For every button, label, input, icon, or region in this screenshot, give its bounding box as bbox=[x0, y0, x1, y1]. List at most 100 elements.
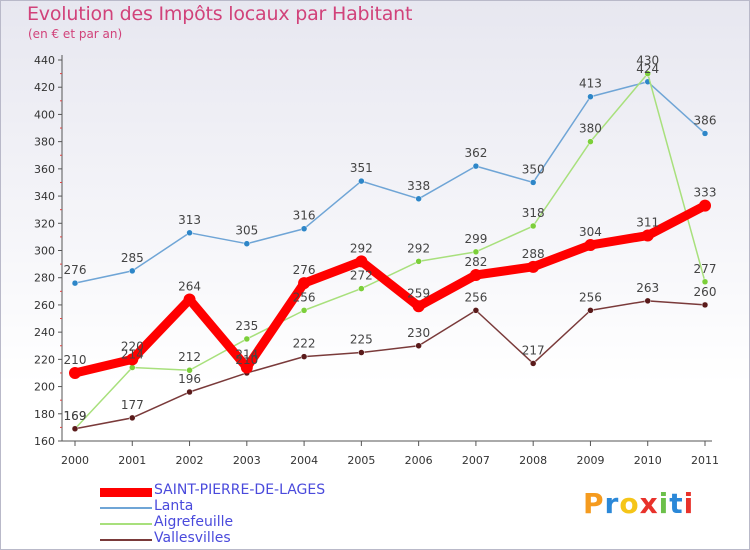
data-label-saint-pierre-de-lages-2005: 292 bbox=[350, 241, 373, 255]
point-saint-pierre-de-lages-2011 bbox=[699, 199, 711, 212]
point-aigrefeuille-2001 bbox=[129, 364, 136, 371]
data-label-aigrefeuille-2008: 318 bbox=[522, 206, 545, 220]
data-label-lanta-2006: 338 bbox=[407, 179, 430, 193]
point-aigrefeuille-2007 bbox=[472, 248, 480, 256]
data-label-lanta-2002: 313 bbox=[178, 213, 201, 227]
legend-label-lanta: Lanta bbox=[154, 498, 194, 514]
point-saint-pierre-de-lages-2006 bbox=[412, 300, 425, 313]
data-label-aigrefeuille-2004: 256 bbox=[293, 290, 316, 304]
data-label-lanta-2005: 351 bbox=[350, 161, 373, 175]
data-label-lanta-2007: 362 bbox=[464, 146, 487, 160]
logo-letter: t bbox=[669, 487, 684, 520]
point-aigrefeuille-2005 bbox=[358, 285, 365, 292]
y-tick-label-200: 200 bbox=[34, 381, 55, 394]
x-tick-label-2004: 2004 bbox=[290, 454, 318, 467]
data-label-saint-pierre-de-lages-2010: 311 bbox=[636, 216, 659, 230]
data-label-aigrefeuille-2003: 235 bbox=[235, 319, 258, 333]
data-label-saint-pierre-de-lages-2008: 288 bbox=[522, 247, 545, 261]
point-vallesvilles-2000 bbox=[71, 425, 79, 433]
legend-label-saint-pierre-de-lages: SAINT-PIERRE-DE-LAGES bbox=[154, 482, 326, 498]
data-label-vallesvilles-2005: 225 bbox=[350, 333, 373, 347]
data-label-vallesvilles-2006: 230 bbox=[407, 326, 430, 340]
data-label-vallesvilles-2011: 260 bbox=[694, 285, 717, 299]
y-tick-label-360: 360 bbox=[34, 163, 55, 176]
point-lanta-2009 bbox=[587, 93, 594, 100]
point-saint-pierre-de-lages-2010 bbox=[641, 229, 654, 242]
x-tick-label-2001: 2001 bbox=[118, 454, 146, 467]
data-label-vallesvilles-2007: 256 bbox=[464, 290, 487, 304]
y-tick-label-260: 260 bbox=[34, 299, 55, 312]
x-tick-label-2011: 2011 bbox=[691, 454, 719, 467]
data-label-aigrefeuille-2009: 380 bbox=[579, 122, 602, 136]
point-saint-pierre-de-lages-2003 bbox=[240, 361, 253, 374]
data-label-vallesvilles-2001: 177 bbox=[121, 398, 144, 412]
point-vallesvilles-2009 bbox=[587, 307, 594, 314]
data-label-vallesvilles-2004: 222 bbox=[293, 337, 316, 351]
legend-swatch-aigrefeuille bbox=[100, 523, 152, 525]
data-label-vallesvilles-2008: 217 bbox=[522, 343, 545, 357]
point-lanta-2002 bbox=[186, 229, 193, 237]
point-aigrefeuille-2009 bbox=[587, 138, 594, 145]
legend-swatch-lanta bbox=[100, 507, 152, 509]
chart-title: Evolution des Impôts locaux par Habitant bbox=[27, 3, 413, 25]
point-vallesvilles-2010 bbox=[644, 297, 651, 305]
point-saint-pierre-de-lages-2008 bbox=[527, 260, 540, 273]
legend-item-vallesvilles: Vallesvilles bbox=[100, 530, 360, 548]
x-tick-label-2003: 2003 bbox=[233, 454, 261, 467]
x-tick-label-2007: 2007 bbox=[462, 454, 490, 467]
point-aigrefeuille-2008 bbox=[529, 222, 537, 230]
point-vallesvilles-2006 bbox=[415, 342, 422, 349]
data-label-aigrefeuille-2000: 169 bbox=[64, 409, 87, 423]
point-vallesvilles-2008 bbox=[529, 360, 537, 367]
y-tick-label-420: 420 bbox=[34, 81, 55, 94]
y-tick-label-160: 160 bbox=[34, 435, 55, 448]
point-saint-pierre-de-lages-2005 bbox=[355, 255, 368, 268]
point-lanta-2004 bbox=[300, 225, 308, 232]
data-label-lanta-2011: 386 bbox=[694, 113, 717, 127]
logo-letter: r bbox=[604, 487, 620, 520]
x-tick-label-2005: 2005 bbox=[347, 454, 375, 467]
point-vallesvilles-2005 bbox=[358, 349, 365, 356]
data-label-saint-pierre-de-lages-2009: 304 bbox=[579, 225, 602, 239]
data-label-lanta-2008: 350 bbox=[522, 162, 545, 176]
x-tick-label-2010: 2010 bbox=[634, 454, 662, 467]
legend-item-lanta: Lanta bbox=[100, 498, 360, 516]
logo-letter: o bbox=[619, 487, 640, 520]
point-lanta-2005 bbox=[358, 177, 365, 185]
y-tick-label-320: 320 bbox=[34, 217, 55, 230]
data-label-aigrefeuille-2010: 430 bbox=[636, 54, 659, 68]
series-line-aigrefeuille bbox=[74, 72, 706, 430]
data-label-lanta-2004: 316 bbox=[293, 209, 316, 223]
point-aigrefeuille-2006 bbox=[415, 258, 422, 265]
data-label-lanta-2009: 413 bbox=[579, 77, 602, 91]
data-label-vallesvilles-2010: 263 bbox=[636, 281, 659, 295]
y-tick-label-440: 440 bbox=[34, 54, 55, 67]
point-lanta-2011 bbox=[701, 130, 709, 137]
point-aigrefeuille-2011 bbox=[701, 278, 709, 286]
data-label-vallesvilles-2003: 210 bbox=[235, 353, 258, 367]
point-vallesvilles-2007 bbox=[472, 307, 480, 314]
chart-subtitle: (en € et par an) bbox=[28, 27, 123, 41]
y-tick-label-300: 300 bbox=[34, 245, 55, 258]
data-label-saint-pierre-de-lages-2006: 259 bbox=[407, 286, 430, 300]
point-aigrefeuille-2002 bbox=[186, 366, 193, 374]
series-line-lanta bbox=[74, 81, 706, 284]
data-label-aigrefeuille-2007: 299 bbox=[464, 232, 487, 246]
x-tick-label-2006: 2006 bbox=[405, 454, 433, 467]
x-tick-label-2000: 2000 bbox=[61, 454, 89, 467]
data-label-saint-pierre-de-lages-2000: 210 bbox=[64, 353, 87, 367]
data-label-saint-pierre-de-lages-2002: 264 bbox=[178, 279, 201, 293]
point-vallesvilles-2011 bbox=[701, 301, 709, 309]
y-tick-label-280: 280 bbox=[34, 272, 55, 285]
point-vallesvilles-2004 bbox=[300, 353, 308, 360]
proxiti-logo: Proxiti bbox=[583, 487, 694, 520]
y-tick-label-240: 240 bbox=[34, 326, 55, 339]
point-aigrefeuille-2010 bbox=[644, 70, 651, 77]
series-line-vallesvilles bbox=[74, 300, 706, 430]
data-label-saint-pierre-de-lages-2003: 214 bbox=[235, 348, 258, 362]
logo-letter: x bbox=[639, 487, 659, 520]
data-label-aigrefeuille-2002: 212 bbox=[178, 350, 201, 364]
data-label-lanta-2010: 424 bbox=[636, 62, 659, 76]
point-saint-pierre-de-lages-2007 bbox=[469, 268, 482, 281]
legend-item-aigrefeuille: Aigrefeuille bbox=[100, 514, 360, 532]
